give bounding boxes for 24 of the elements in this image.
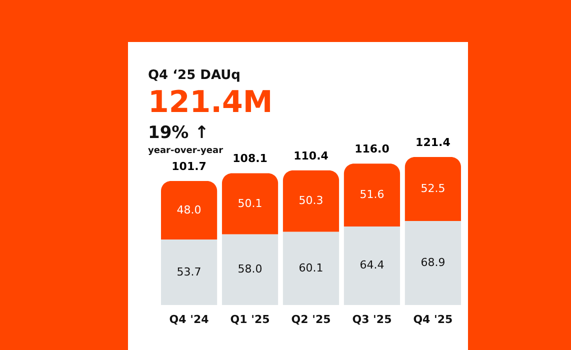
text: 19% ↑ bbox=[148, 123, 209, 143]
data-label: 52.5 bbox=[420, 182, 446, 195]
x-tick-label: Q2 '25 bbox=[291, 313, 331, 326]
data-label: 53.7 bbox=[176, 265, 202, 278]
data-label: 50.3 bbox=[298, 194, 324, 208]
total-label: 121.4 bbox=[416, 136, 451, 149]
total-label: 101.7 bbox=[172, 160, 206, 174]
x-tick-label: Q1 '25 bbox=[230, 313, 270, 326]
total-label: 108.1 bbox=[232, 152, 268, 166]
chart-title: Q4 ‘25 DAUq bbox=[148, 68, 240, 83]
total-label: 116.0 bbox=[354, 142, 390, 156]
data-label: 60.1 bbox=[298, 261, 324, 274]
x-tick-label: Q4 '24 bbox=[169, 313, 210, 326]
chart-subtitle: 121.4M bbox=[148, 85, 273, 120]
data-label: 58.0 bbox=[238, 262, 262, 276]
text: year-over-year bbox=[148, 146, 224, 156]
data-label: 50.1 bbox=[238, 196, 262, 210]
data-label: 48.0 bbox=[176, 203, 202, 216]
x-tick-label: Q4 '25 bbox=[413, 313, 453, 326]
x-tick-label: Q3 '25 bbox=[352, 313, 392, 326]
total-label: 110.4 bbox=[294, 149, 329, 162]
data-label: 51.6 bbox=[360, 188, 384, 202]
data-label: 64.4 bbox=[360, 258, 384, 272]
data-label: 68.9 bbox=[420, 256, 446, 269]
